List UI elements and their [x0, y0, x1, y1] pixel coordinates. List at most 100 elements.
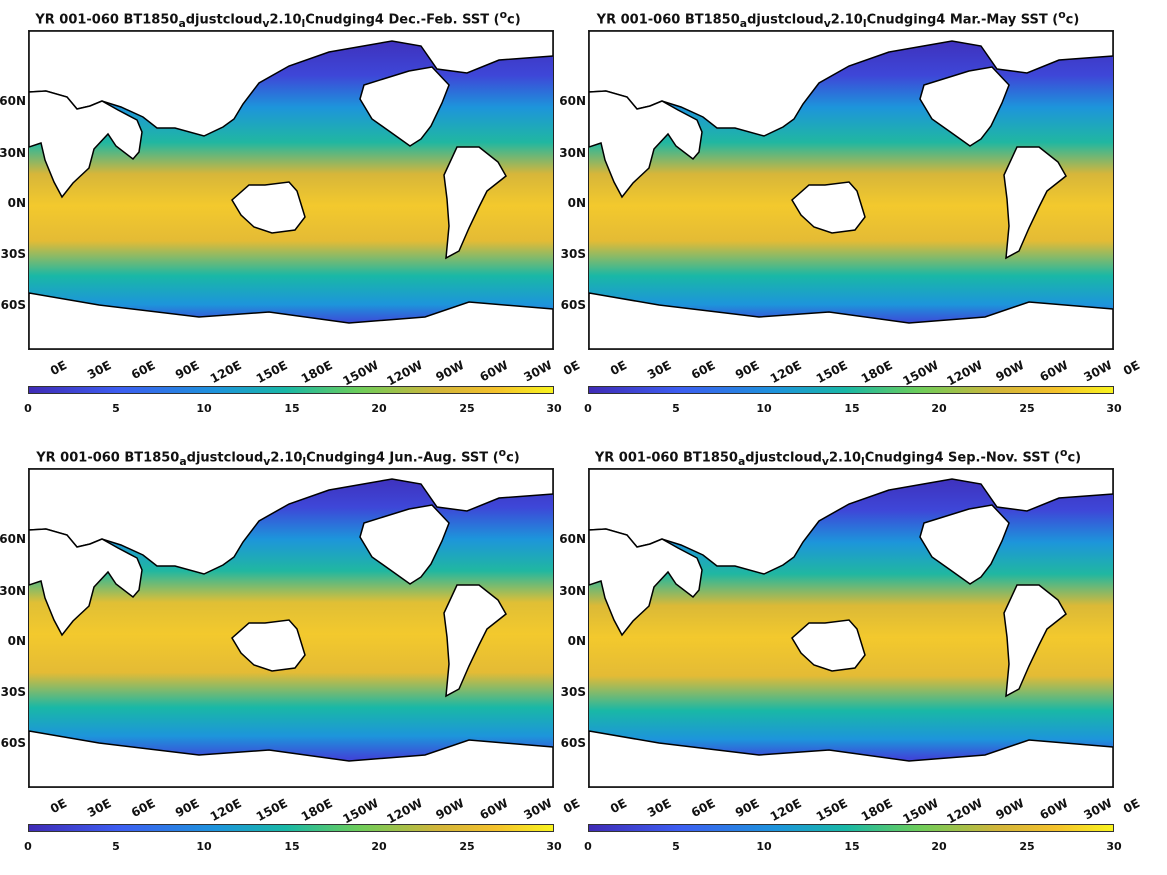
lat-label-60n: 60N [559, 532, 586, 546]
colorbar-tick: 5 [112, 840, 120, 853]
lon-label: 0E [47, 358, 70, 379]
colorbar-tick: 25 [1019, 402, 1035, 415]
colorbar-tick: 20 [931, 840, 947, 853]
lon-label: 180E [298, 796, 335, 824]
lon-label: 120E [767, 796, 804, 824]
lon-label: 60E [128, 796, 158, 821]
colorbar-tick: 5 [672, 840, 680, 853]
colorbar [28, 386, 554, 394]
lon-label: 60W [477, 796, 511, 823]
panel-title: YR 001-060 BT1850adjustcloudv2.10lCnudgi… [596, 8, 1080, 30]
lon-label: 180E [858, 796, 895, 824]
lon-label: 150E [253, 796, 290, 824]
lon-label: 150W [900, 796, 941, 827]
lon-label: 60E [688, 796, 718, 821]
colorbar-tick: 30 [546, 402, 562, 415]
colorbar-tick: 25 [1019, 840, 1035, 853]
lon-label: 180E [298, 358, 335, 386]
world-sst-map [589, 31, 1113, 349]
lon-label: 150E [813, 358, 850, 386]
lon-label: 180E [858, 358, 895, 386]
lon-label: 150W [340, 358, 381, 389]
lat-label-0n: 0N [567, 196, 586, 210]
colorbar-tick: 0 [584, 840, 592, 853]
lon-label: 60W [1037, 796, 1071, 823]
lon-label: 0E [607, 358, 630, 379]
lon-label: 0E [607, 796, 630, 817]
lat-label-60s: 60S [560, 736, 586, 750]
lon-label: 90W [433, 358, 467, 385]
colorbar-tick: 20 [931, 402, 947, 415]
colorbar-tick: 5 [672, 402, 680, 415]
lon-label: 120E [207, 358, 244, 386]
lat-label-30n: 30N [0, 146, 26, 160]
colorbar-tick: 30 [546, 840, 562, 853]
lat-label-0n: 0N [7, 196, 26, 210]
lon-label: 0E [1120, 796, 1143, 817]
lon-label: 60W [1037, 358, 1071, 385]
colorbar [588, 824, 1114, 832]
lon-label: 30W [521, 358, 555, 385]
lon-label: 60E [128, 358, 158, 383]
lon-label: 120E [207, 796, 244, 824]
world-sst-map [589, 469, 1113, 787]
panel-title: YR 001-060 BT1850adjustcloudv2.10lCnudgi… [594, 446, 1082, 468]
colorbar-tick: 15 [844, 840, 860, 853]
lat-label-60s: 60S [0, 298, 26, 312]
colorbar-tick: 15 [284, 840, 300, 853]
panel-title: YR 001-060 BT1850adjustcloudv2.10lCnudgi… [35, 8, 521, 30]
colorbar-tick: 10 [196, 840, 212, 853]
colorbar-tick: 15 [284, 402, 300, 415]
colorbar-tick: 10 [196, 402, 212, 415]
lon-label: 120W [384, 358, 425, 389]
world-sst-map [29, 31, 553, 349]
colorbar-tick: 0 [24, 402, 32, 415]
colorbar-tick: 25 [459, 840, 475, 853]
lon-label: 120W [944, 358, 985, 389]
colorbar-tick: 10 [756, 840, 772, 853]
lon-label: 60E [688, 358, 718, 383]
lon-label: 0E [1120, 358, 1143, 379]
world-sst-map [29, 469, 553, 787]
lat-label-30n: 30N [559, 584, 586, 598]
lon-label: 90E [732, 358, 762, 383]
lat-label-30s: 30S [0, 247, 26, 261]
colorbar-tick: 30 [1106, 840, 1122, 853]
panel-djf: YR 001-060 BT1850adjustcloudv2.10lCnudgi… [0, 0, 582, 420]
lon-label: 150W [900, 358, 941, 389]
colorbar [28, 824, 554, 832]
lat-label-0n: 0N [567, 634, 586, 648]
lon-label: 150E [813, 796, 850, 824]
sst-map [28, 30, 554, 350]
lon-label: 60W [477, 358, 511, 385]
colorbar-tick: 0 [584, 402, 592, 415]
sst-map [28, 468, 554, 788]
lat-label-30s: 30S [0, 685, 26, 699]
lon-label: 120W [944, 796, 985, 827]
colorbar-tick: 20 [371, 840, 387, 853]
panel-jja: YR 001-060 BT1850adjustcloudv2.10lCnudgi… [0, 438, 582, 858]
lon-label: 150E [253, 358, 290, 386]
lon-label: 90W [993, 358, 1027, 385]
lat-label-60n: 60N [0, 532, 26, 546]
lat-label-30n: 30N [0, 584, 26, 598]
lat-label-30n: 30N [559, 146, 586, 160]
lon-label: 30E [84, 796, 114, 821]
colorbar-tick: 20 [371, 402, 387, 415]
lon-label: 90E [732, 796, 762, 821]
lon-label: 30E [84, 358, 114, 383]
lon-label: 0E [47, 796, 70, 817]
lat-label-60n: 60N [559, 94, 586, 108]
lon-label: 30W [1081, 358, 1115, 385]
lon-label: 90W [433, 796, 467, 823]
lon-label: 30E [644, 358, 674, 383]
lon-label: 90E [172, 358, 202, 383]
sst-map [588, 30, 1114, 350]
lon-label: 30W [1081, 796, 1115, 823]
colorbar-tick: 5 [112, 402, 120, 415]
lon-label: 90W [993, 796, 1027, 823]
lat-label-30s: 30S [560, 247, 586, 261]
panel-mam: YR 001-060 BT1850adjustcloudv2.10lCnudgi… [559, 0, 1142, 420]
colorbar-tick: 25 [459, 402, 475, 415]
lon-label: 120W [384, 796, 425, 827]
